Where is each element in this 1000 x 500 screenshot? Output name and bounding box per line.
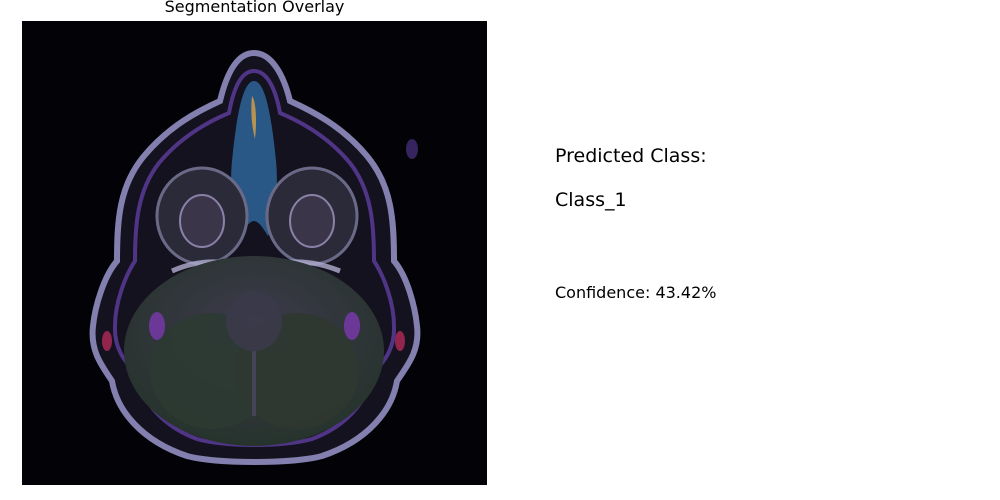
confidence-readout: Confidence: 43.42% xyxy=(555,283,717,302)
predicted-class-value: Class_1 xyxy=(555,189,627,211)
segmentation-overlay-image xyxy=(22,21,487,485)
predicted-class-label: Predicted Class: xyxy=(555,145,707,167)
figure-title: Segmentation Overlay xyxy=(164,0,345,16)
